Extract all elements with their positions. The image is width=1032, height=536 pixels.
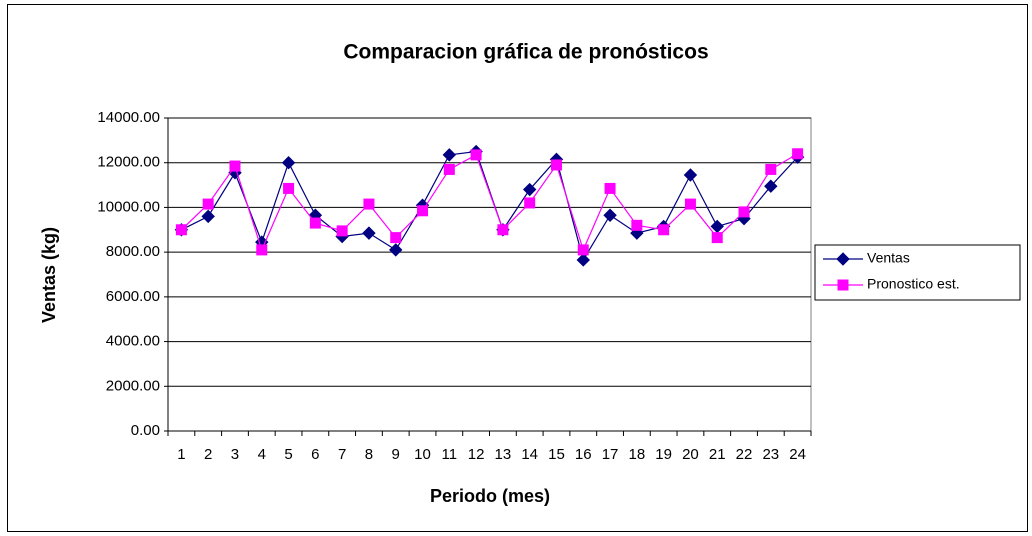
data-point: [201, 209, 215, 224]
data-point: [281, 156, 296, 170]
x-tick-label: 2: [204, 446, 212, 463]
x-tick-label: 21: [709, 446, 726, 463]
x-tick-label: 17: [602, 446, 619, 463]
x-tick-label: 9: [392, 446, 400, 463]
data-point: [684, 198, 696, 210]
series-line: [180, 153, 798, 252]
data-point: [630, 226, 644, 240]
data-point: [603, 208, 617, 222]
chart-title: Comparacion gráfica de pronósticos: [343, 41, 708, 64]
data-point: [417, 205, 429, 217]
data-point: [576, 253, 590, 267]
x-tick-label: 5: [284, 446, 292, 463]
x-tick-label: 20: [682, 446, 699, 463]
data-point: [497, 224, 509, 236]
x-tick-label: 14: [521, 446, 538, 463]
data-point: [764, 179, 778, 193]
x-tick-label: 19: [655, 446, 672, 463]
data-point: [175, 224, 187, 236]
data-point: [765, 163, 777, 175]
y-axis-label: Ventas (kg): [39, 227, 59, 323]
data-point: [362, 226, 376, 240]
x-tick-label: 24: [789, 446, 806, 463]
legend-marker: [836, 252, 850, 266]
legend-label: Pronostico est.: [867, 276, 960, 292]
y-tick-label: 2000.00: [106, 377, 160, 394]
y-tick-label: 14000.00: [97, 109, 160, 126]
data-point: [550, 159, 562, 171]
x-tick-label: 13: [495, 446, 512, 463]
data-point: [363, 198, 375, 210]
x-axis-label: Periodo (mes): [430, 486, 550, 506]
data-point: [738, 206, 750, 218]
data-point: [229, 160, 241, 172]
data-point: [390, 232, 402, 244]
x-tick-label: 4: [258, 446, 266, 463]
data-point: [631, 219, 643, 231]
data-point: [524, 197, 536, 209]
x-tick-label: 23: [762, 446, 779, 463]
data-point: [309, 217, 321, 229]
x-tick-label: 3: [231, 446, 239, 463]
legend-label: Ventas: [867, 250, 910, 266]
x-tick-label: 22: [736, 446, 753, 463]
x-tick-label: 16: [575, 446, 592, 463]
x-tick-label: 1: [177, 446, 185, 463]
data-point: [389, 243, 403, 257]
data-point: [577, 244, 589, 256]
data-point: [336, 225, 348, 237]
x-tick-label: 10: [414, 446, 431, 463]
data-point: [711, 232, 723, 244]
y-tick-label: 12000.00: [97, 154, 160, 171]
x-tick-label: 7: [338, 446, 346, 463]
x-tick-label: 6: [311, 446, 319, 463]
y-tick-label: 10000.00: [97, 198, 160, 215]
data-point: [202, 198, 214, 210]
legend-box: [814, 244, 1021, 301]
legend-marker: [837, 279, 849, 291]
data-point: [443, 163, 455, 175]
data-point: [442, 148, 457, 162]
y-tick-label: 4000.00: [106, 333, 160, 350]
x-tick-label: 15: [548, 446, 565, 463]
data-point: [792, 148, 804, 160]
x-tick-label: 12: [468, 446, 485, 463]
data-point: [683, 168, 698, 182]
y-tick-label: 8000.00: [106, 243, 160, 260]
data-point: [658, 224, 670, 236]
y-tick-label: 0.00: [131, 422, 160, 439]
y-tick-label: 6000.00: [106, 288, 160, 305]
x-tick-label: 18: [629, 446, 646, 463]
data-point: [470, 149, 482, 161]
data-point: [522, 182, 537, 197]
plot-area: [167, 117, 812, 432]
x-tick-label: 8: [365, 446, 373, 463]
x-tick-label: 11: [442, 446, 458, 463]
data-point: [256, 244, 268, 256]
data-point: [604, 182, 616, 194]
data-point: [283, 182, 295, 194]
